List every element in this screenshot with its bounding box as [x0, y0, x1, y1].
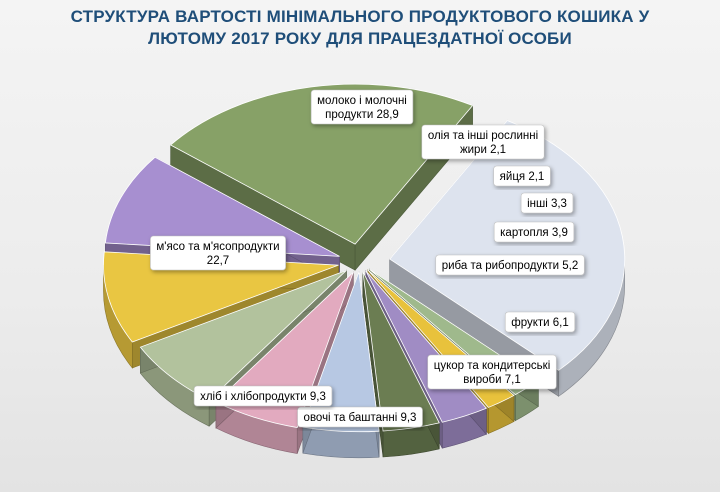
data-label-0-line-1: продукти 28,9	[325, 109, 399, 121]
pie-slice-8	[103, 251, 339, 343]
data-label-box-2	[493, 165, 551, 187]
data-label-box-1	[421, 124, 545, 160]
pie-slice-4	[362, 271, 440, 432]
chart-title: СТРУКТУРА ВАРТОСТІ МІНІМАЛЬНОГО ПРОДУКТО…	[0, 6, 720, 50]
data-label-9-line-0: хліб і хлібопродукти 9,3	[200, 391, 326, 403]
data-label-4: картопля 3,9	[493, 221, 575, 243]
data-label-box-6	[504, 311, 576, 333]
data-label-1: олія та інші рослинні жири 2,1	[421, 124, 545, 160]
data-label-2-line-0: яйця 2,1	[500, 171, 545, 183]
data-label-box-4	[493, 221, 575, 243]
data-label-box-0	[310, 89, 414, 125]
data-label-0-line-0: молоко і молочні	[317, 95, 407, 107]
data-label-box-9	[193, 385, 333, 407]
data-label-1-line-0: олія та інші рослинні	[428, 130, 538, 142]
data-label-5: риба та рибопродукти 5,2	[435, 254, 585, 276]
data-label-6-line-0: фрукти 6,1	[511, 317, 569, 329]
data-label-10-line-1: 22,7	[207, 255, 229, 267]
data-label-7-line-1: вироби 7,1	[463, 374, 521, 386]
data-label-10-line-0: м'ясо та м'ясопродукти	[156, 241, 279, 253]
data-label-7-line-0: цукор та кондитерські	[434, 360, 551, 372]
data-label-3-line-0: інші 3,3	[527, 198, 567, 210]
data-label-3: інші 3,3	[520, 192, 574, 214]
data-label-5-line-0: риба та рибопродукти 5,2	[442, 260, 579, 272]
data-label-8: овочі та баштанні 9,3	[297, 406, 423, 428]
data-label-0: молоко і молочні продукти 28,9	[310, 89, 414, 125]
data-label-7: цукор та кондитерські вироби 7,1	[427, 354, 557, 390]
data-label-8-line-0: овочі та баштанні 9,3	[304, 412, 417, 424]
chart-title-line-1: СТРУКТУРА ВАРТОСТІ МІНІМАЛЬНОГО ПРОДУКТО…	[70, 7, 650, 26]
data-label-10: м'ясо та м'ясопродукти 22,7	[150, 235, 286, 271]
data-label-1-line-1: жири 2,1	[460, 144, 506, 156]
pie-slice-0	[389, 120, 626, 371]
chart-title-line-2: ЛЮТОМУ 2017 РОКУ ДЛЯ ПРАЦЕЗДАТНОЇ ОСОБИ	[148, 29, 572, 48]
data-label-box-3	[520, 192, 574, 214]
data-label-6: фрукти 6,1	[504, 311, 576, 333]
data-label-box-10	[150, 235, 286, 271]
data-label-box-8	[297, 406, 423, 428]
data-label-box-7	[427, 354, 557, 390]
data-label-4-line-0: картопля 3,9	[500, 227, 568, 239]
data-label-9: хліб і хлібопродукти 9,3	[193, 385, 333, 407]
data-label-box-5	[435, 254, 585, 276]
pie-slice-9	[104, 156, 340, 257]
data-label-2: яйця 2,1	[493, 165, 551, 187]
